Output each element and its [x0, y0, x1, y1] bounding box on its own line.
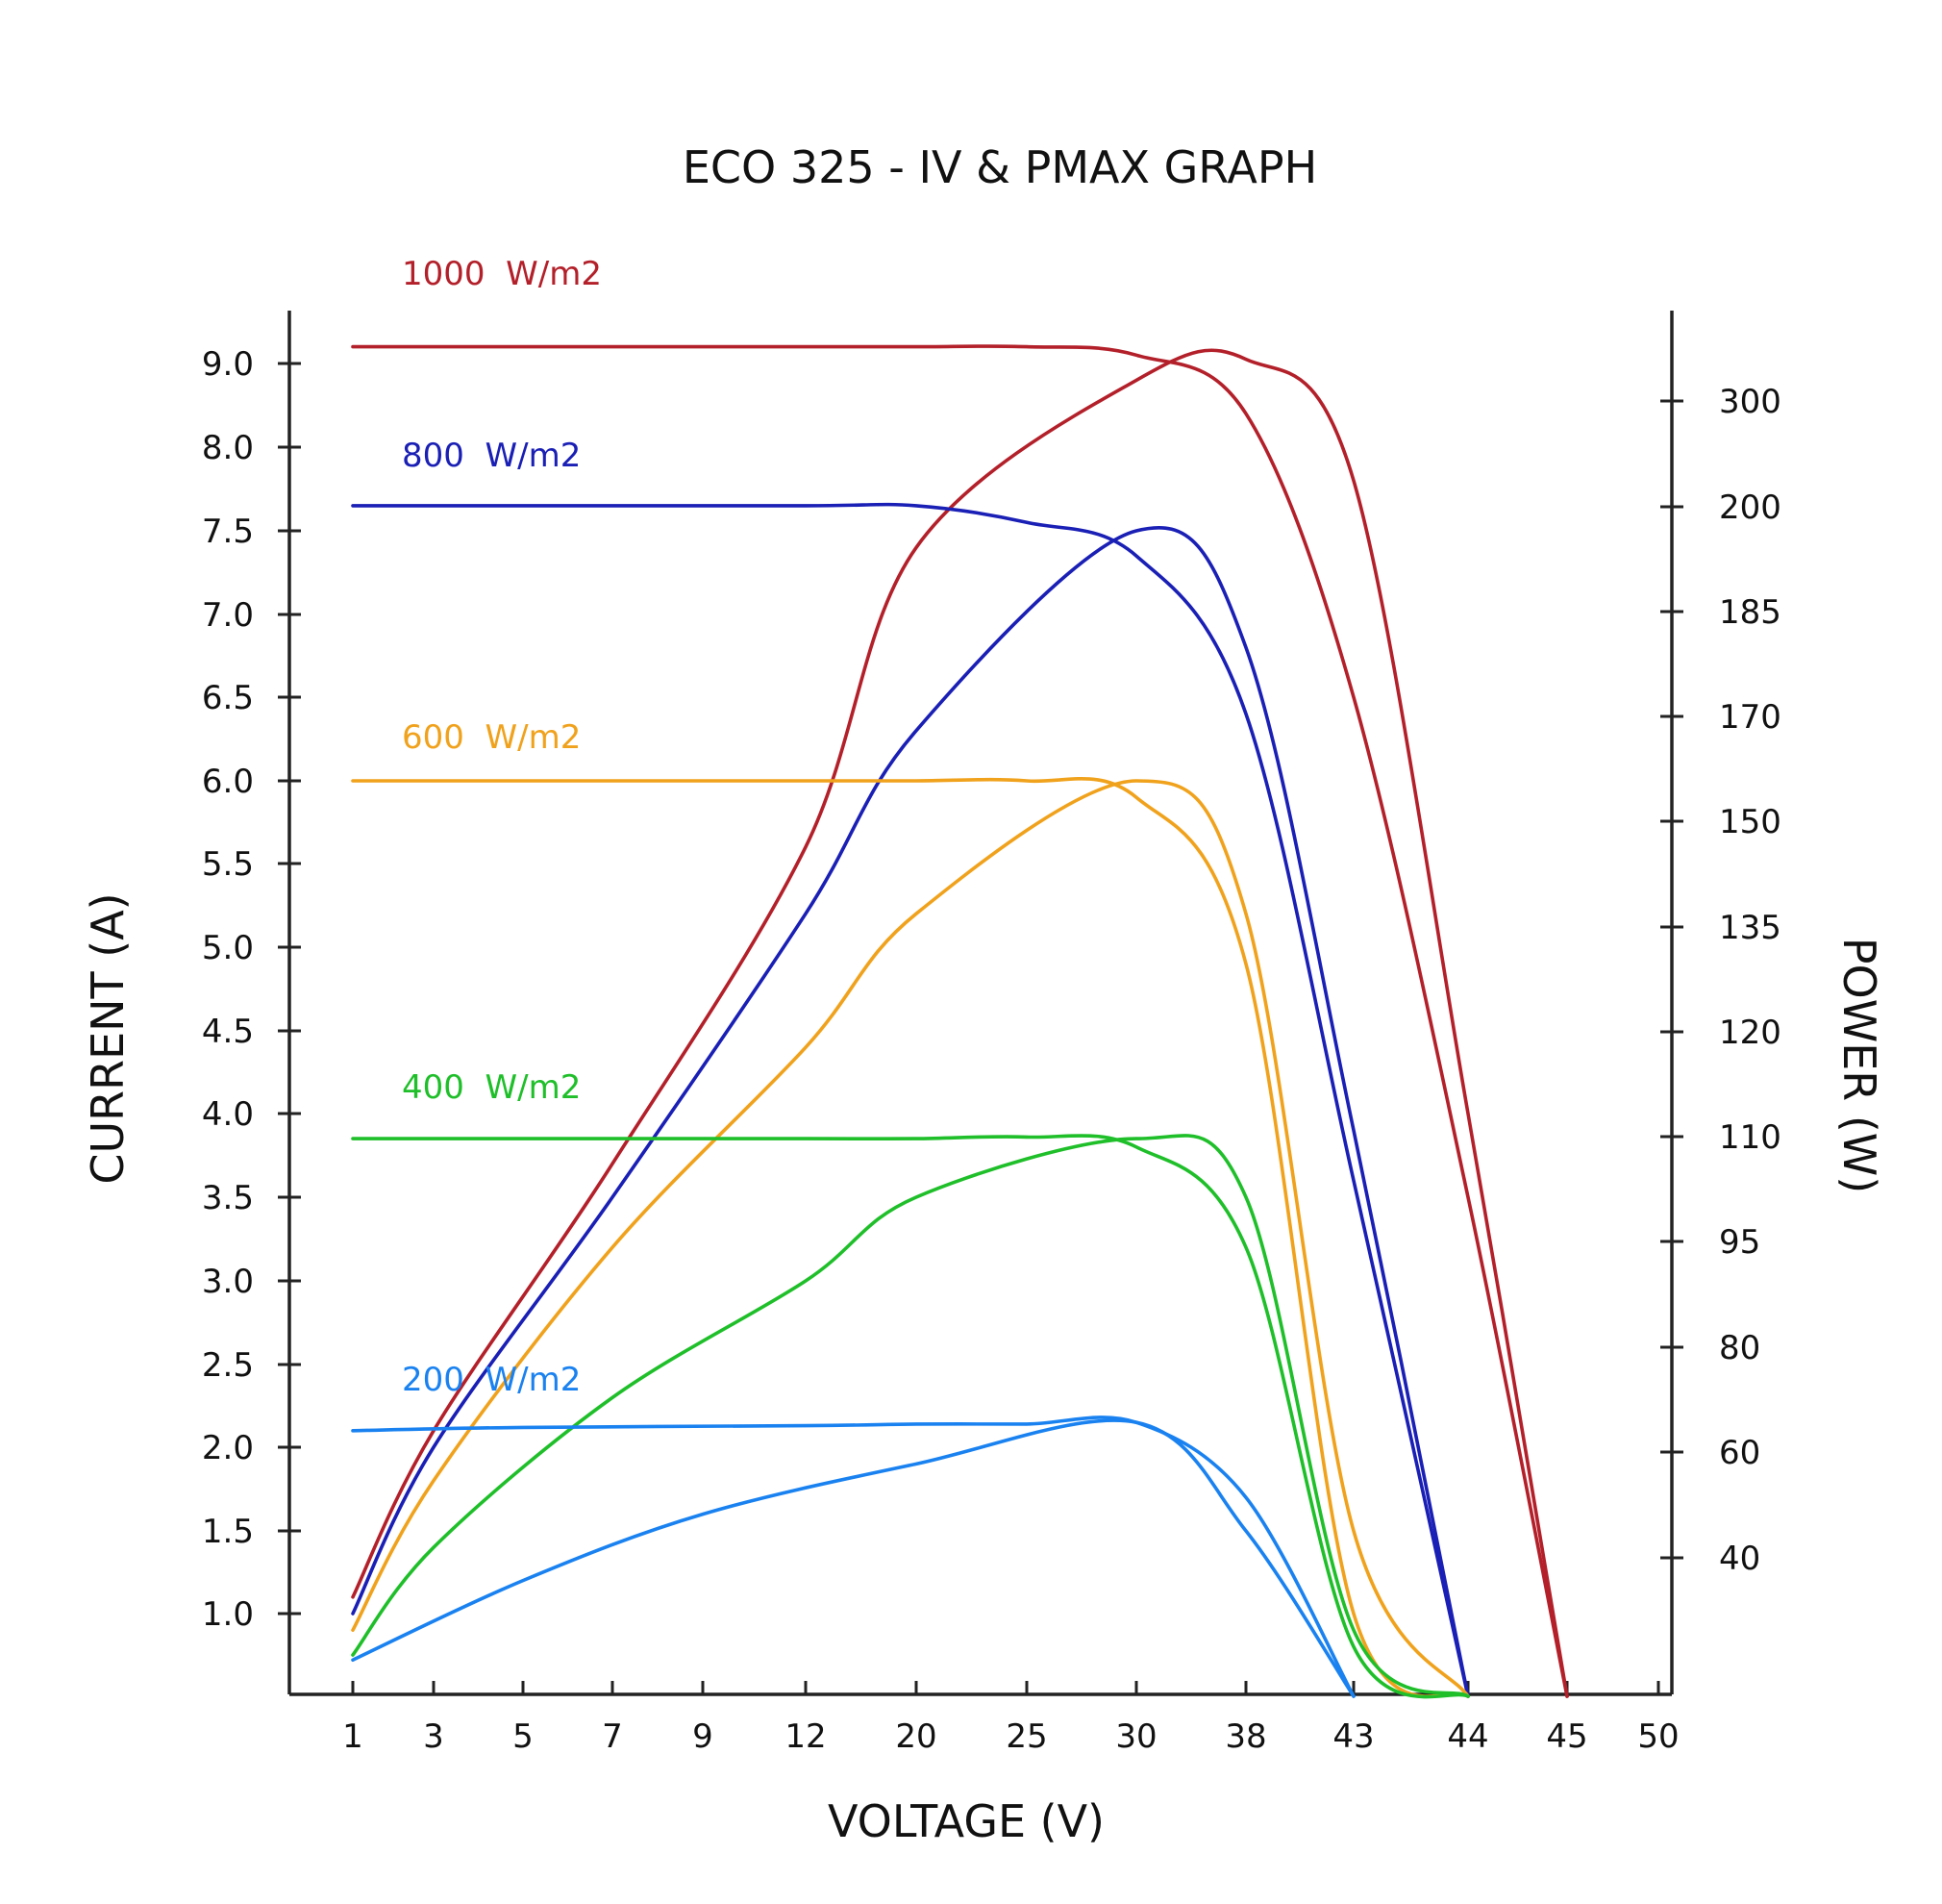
- x-tick-label: 1: [342, 1717, 363, 1756]
- x-tick-label: 50: [1637, 1717, 1679, 1756]
- y-tick-label: 1.0: [202, 1595, 254, 1634]
- series-label: 1000 W/m2: [402, 255, 602, 293]
- y2-tick-label: 200: [1719, 489, 1781, 527]
- series-label: 200 W/m2: [402, 1361, 581, 1399]
- y-tick-label: 2.5: [202, 1346, 254, 1385]
- series-label: 400 W/m2: [402, 1068, 581, 1107]
- y-tick-label: 8.0: [202, 429, 254, 467]
- y2-axis-title: POWER (W): [1833, 938, 1885, 1193]
- y-tick-label: 2.0: [202, 1429, 254, 1467]
- series-layer: 1000 W/m2 800 W/m2 600 W/m2 400 W/m2 200 W/m…: [351, 255, 1569, 1699]
- x-tick-label: 5: [512, 1717, 534, 1756]
- x-tick-label: 20: [895, 1717, 936, 1756]
- y2-tick-label: 80: [1719, 1329, 1760, 1367]
- y2-tick-label: 300: [1719, 383, 1781, 421]
- x-ticks: 1 3 5 7 9 12 20 25 30 38 43 44 45 50: [342, 1681, 1680, 1756]
- series-label: 600 W/m2: [402, 718, 581, 757]
- y2-tick-label: 170: [1719, 698, 1781, 737]
- y-tick-label: 9.0: [202, 345, 254, 384]
- y-tick-label: 6.5: [202, 679, 254, 717]
- series-label: 800 W/m2: [402, 437, 581, 475]
- x-tick-label: 25: [1006, 1717, 1047, 1756]
- y2-tick-label: 120: [1719, 1014, 1781, 1052]
- x-axis-title: VOLTAGE (V): [828, 1795, 1105, 1847]
- y-tick-label: 3.5: [202, 1179, 254, 1217]
- y-tick-label: 5.0: [202, 929, 254, 967]
- y2-tick-label: 150: [1719, 803, 1781, 841]
- x-tick-label: 38: [1225, 1717, 1266, 1756]
- iv-curve: [351, 777, 1470, 1698]
- y-tick-label: 6.0: [202, 763, 254, 801]
- series-3: 400 W/m2: [351, 1068, 1470, 1699]
- y2-tick-label: 60: [1719, 1434, 1760, 1472]
- axes: [287, 311, 1674, 1696]
- x-tick-label: 3: [423, 1717, 444, 1756]
- pmax-curve: [351, 348, 1569, 1698]
- y2-tick-label: 135: [1719, 909, 1781, 947]
- iv-curve: [351, 502, 1470, 1698]
- y-ticks: 1.0 1.5 2.0 2.5 3.0 3.5 4.0 4.5 5.0 5.5 6.0 6.5 7.0 7…: [202, 345, 301, 1634]
- y-tick-label: 4.5: [202, 1013, 254, 1051]
- y2-ticks: 40 60 80 95 110 120 135 150 170 185 200 300: [1660, 383, 1781, 1578]
- y-tick-label: 5.5: [202, 845, 254, 884]
- y-tick-label: 3.0: [202, 1263, 254, 1301]
- series-2: 600 W/m2: [351, 718, 1470, 1698]
- iv-curve: [351, 1415, 1356, 1698]
- chart-title: ECO 325 - IV & PMAX GRAPH: [683, 141, 1317, 193]
- y2-tick-label: 95: [1719, 1223, 1760, 1262]
- iv-curve: [351, 1134, 1470, 1699]
- series-1: 800 W/m2: [351, 437, 1470, 1698]
- x-tick-label: 44: [1447, 1717, 1488, 1756]
- series-0: 1000 W/m2: [351, 255, 1569, 1698]
- y-tick-label: 7.0: [202, 596, 254, 635]
- iv-curve: [351, 344, 1569, 1698]
- y2-tick-label: 40: [1719, 1540, 1760, 1578]
- y-axis-title: CURRENT (A): [82, 892, 134, 1184]
- y2-tick-label: 110: [1719, 1118, 1781, 1157]
- x-tick-label: 43: [1332, 1717, 1374, 1756]
- y2-tick-label: 185: [1719, 593, 1781, 632]
- pmax-curve: [351, 1418, 1356, 1698]
- x-tick-label: 7: [602, 1717, 623, 1756]
- x-tick-label: 45: [1546, 1717, 1587, 1756]
- y-tick-label: 4.0: [202, 1095, 254, 1134]
- pmax-curve: [351, 525, 1470, 1698]
- x-tick-label: 9: [692, 1717, 713, 1756]
- pmax-curve: [351, 1134, 1470, 1698]
- series-4: 200 W/m2: [351, 1361, 1356, 1698]
- x-tick-label: 30: [1115, 1717, 1157, 1756]
- y-tick-label: 7.5: [202, 513, 254, 551]
- x-tick-label: 12: [784, 1717, 826, 1756]
- pmax-curve: [351, 779, 1470, 1698]
- y-tick-label: 1.5: [202, 1513, 254, 1551]
